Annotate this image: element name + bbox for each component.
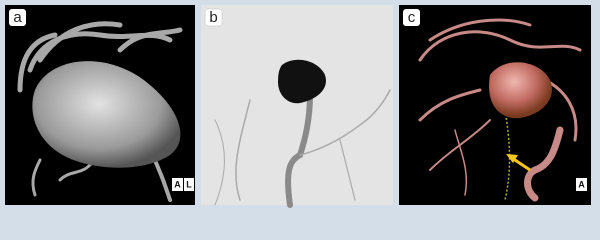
- aneurysm-a: [32, 61, 181, 168]
- panel-c: c A: [399, 5, 591, 205]
- marker-box: [576, 178, 587, 191]
- aneurysm-c: [489, 62, 552, 119]
- aneurysm-b: [278, 59, 326, 104]
- vessels-b: [214, 89, 391, 208]
- arrow-head: [506, 154, 518, 163]
- panel-b: b: [201, 5, 393, 208]
- orientation-marker: L: [186, 179, 192, 189]
- orientation-marker: A: [174, 179, 181, 189]
- page: a A L b: [5, 5, 591, 208]
- orientation-marker: A: [578, 179, 585, 189]
- vessels-c: [418, 18, 582, 202]
- label-box: [204, 8, 223, 27]
- panel-label: b: [209, 9, 217, 26]
- label-box: [9, 9, 26, 26]
- panel-a: a A L: [5, 5, 195, 205]
- marker-box: [184, 178, 194, 191]
- arrow-shaft: [511, 156, 531, 172]
- label-box: [403, 9, 420, 26]
- panel-label: c: [408, 9, 416, 26]
- panel-label: a: [13, 9, 22, 26]
- marker-box: [172, 178, 183, 191]
- figure: a A L b: [5, 5, 591, 208]
- panel-b-bg: [201, 5, 393, 205]
